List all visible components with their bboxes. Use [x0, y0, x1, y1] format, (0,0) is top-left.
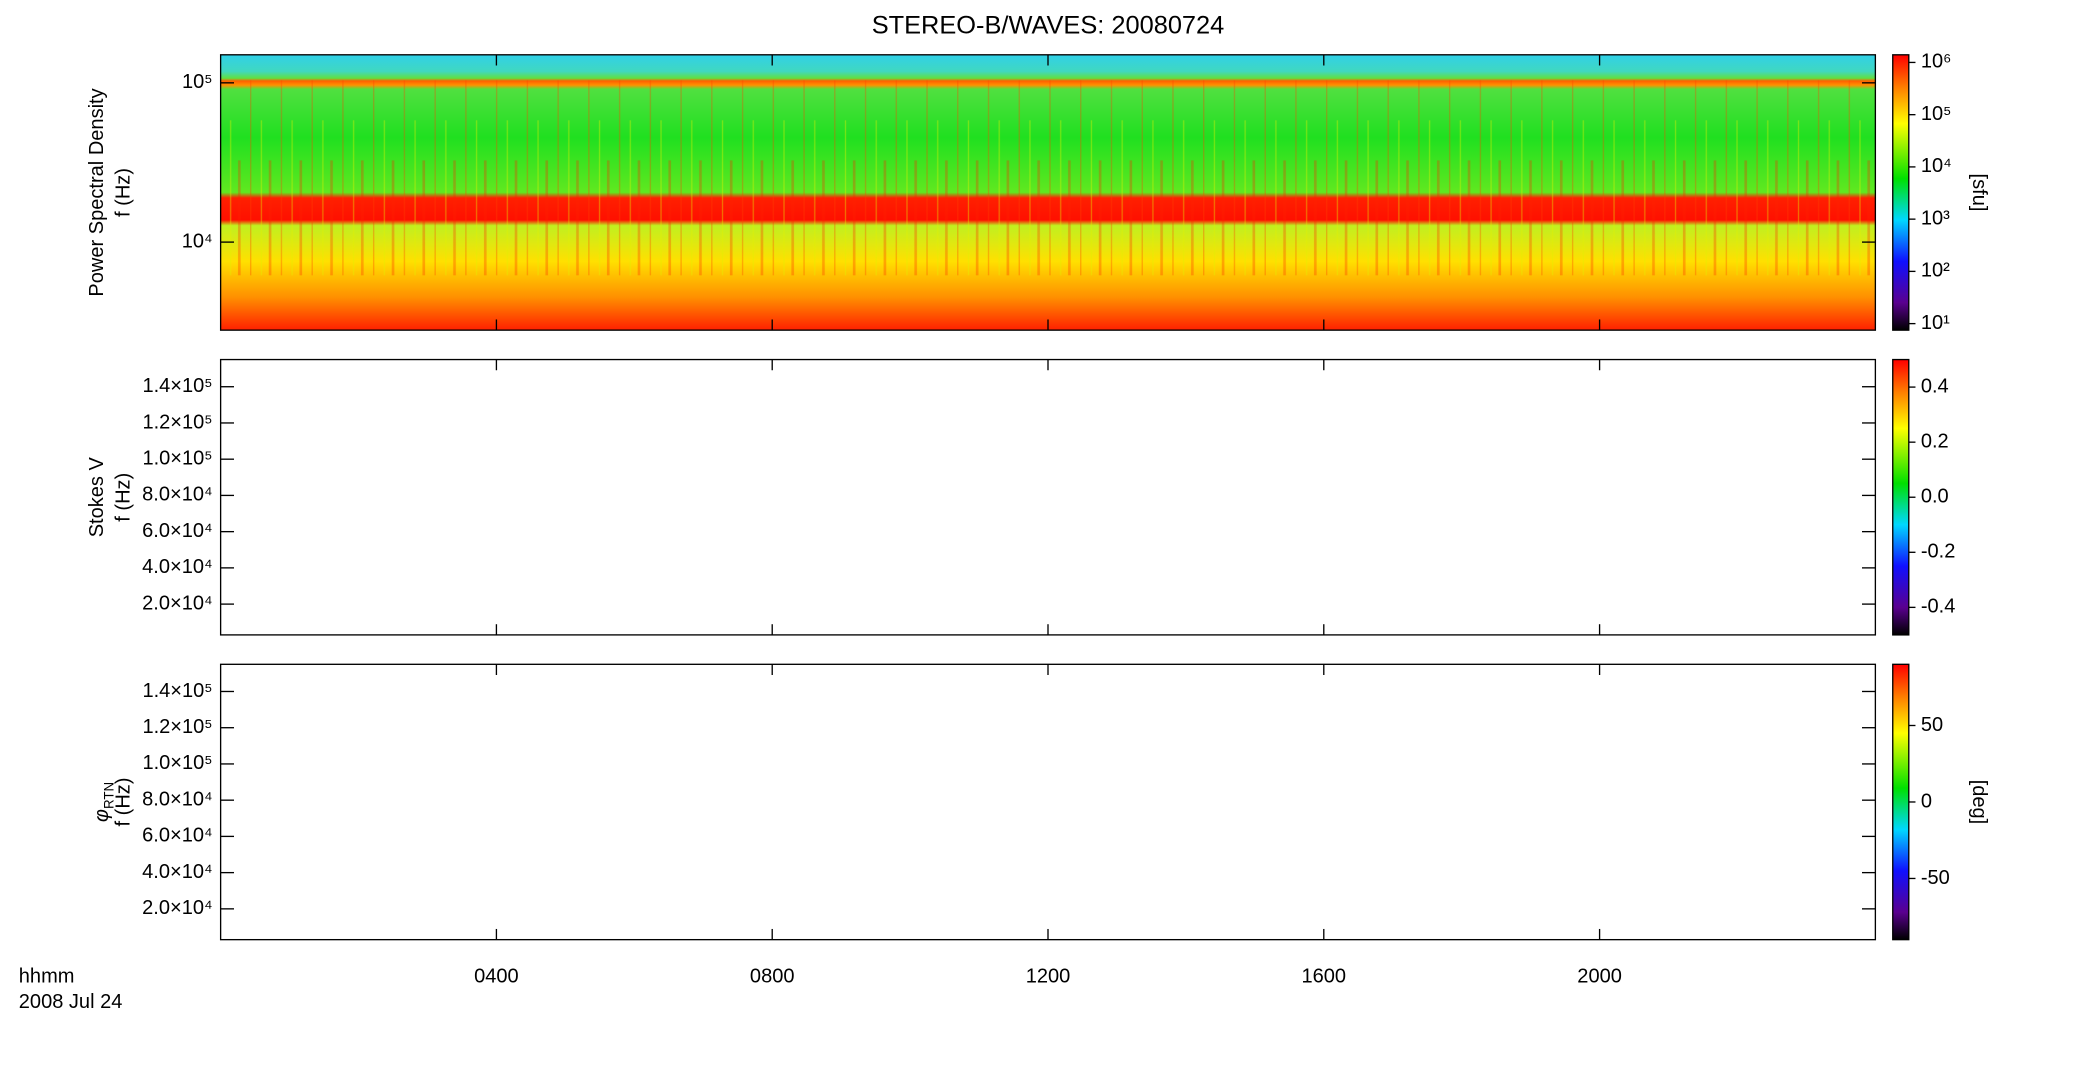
colorbar-tick-label: 0.0 [1921, 486, 1949, 508]
y-tick-label: 8.0×10⁴ [142, 788, 212, 810]
y-tick-label: 4.0×10⁴ [142, 861, 212, 883]
y-axis-label: f (Hz) [113, 168, 135, 217]
y-axis-label: φRTN [91, 782, 116, 822]
y-axis-label: f (Hz) [113, 473, 135, 522]
plot-frame [219, 358, 1877, 636]
colorbar-tick-label: 10¹ [1921, 312, 1950, 334]
x-tick-label: 2000 [1577, 965, 1622, 987]
colorbar [1892, 358, 1910, 636]
colorbar-tick-label: 0 [1921, 790, 1932, 812]
colorbar-tick-label: 10⁶ [1921, 51, 1952, 73]
y-tick-label: 1.4×10⁵ [142, 375, 212, 397]
colorbar [1892, 663, 1910, 941]
x-tick-label: 0400 [474, 965, 519, 987]
y-axis-label-symbol: φ [91, 809, 113, 822]
y-tick-label: 1.4×10⁵ [142, 680, 212, 702]
y-tick-label: 1.2×10⁵ [142, 411, 212, 433]
colorbar-label: [sfu] [1968, 174, 1990, 212]
y-tick-label: 10⁵ [182, 71, 213, 93]
x-tick-label: 1200 [1026, 965, 1071, 987]
y-tick-label: 2.0×10⁴ [142, 592, 212, 614]
y-tick-label: 6.0×10⁴ [142, 825, 212, 847]
colorbar-tick-label: 0.2 [1921, 430, 1949, 452]
x-tick-label: 0800 [750, 965, 795, 987]
colorbar-tick-label: -0.4 [1921, 596, 1956, 618]
colorbar-tick-label: 50 [1921, 714, 1943, 736]
y-tick-label: 6.0×10⁴ [142, 520, 212, 542]
y-tick-label: 4.0×10⁴ [142, 556, 212, 578]
y-axis-label-subscript: RTN [101, 782, 116, 809]
y-tick-label: 8.0×10⁴ [142, 484, 212, 506]
y-tick-label: 10⁴ [182, 230, 213, 252]
x-tick-label: 1600 [1302, 965, 1347, 987]
colorbar-tick-label: 10⁵ [1921, 103, 1952, 125]
y-tick-label: 1.0×10⁵ [142, 752, 212, 774]
colorbar-tick-label: -50 [1921, 867, 1950, 889]
chart-title: STEREO-B/WAVES: 20080724 [872, 11, 1225, 39]
y-axis-label: Stokes V [86, 457, 108, 538]
colorbar-tick-label: 10⁴ [1921, 155, 1952, 177]
y-axis-label: f (Hz) [113, 777, 135, 826]
y-tick-label: 2.0×10⁴ [142, 897, 212, 919]
y-tick-label: 1.0×10⁵ [142, 447, 212, 469]
date-label: 2008 Jul 24 [19, 991, 123, 1013]
colorbar-tick-label: 10² [1921, 260, 1950, 282]
spectrogram-texture [220, 54, 1876, 331]
colorbar-tick-label: 10³ [1921, 207, 1950, 229]
colorbar-tick-label: 0.4 [1921, 375, 1949, 397]
colorbar-label: [deg] [1968, 780, 1990, 825]
y-tick-label: 1.2×10⁵ [142, 716, 212, 738]
plot-frame [219, 663, 1877, 941]
colorbar [1892, 54, 1910, 331]
colorbar-tick-label: -0.2 [1921, 541, 1956, 563]
x-axis-label: hhmm [19, 965, 75, 987]
y-axis-label: Power Spectral Density [86, 88, 108, 296]
